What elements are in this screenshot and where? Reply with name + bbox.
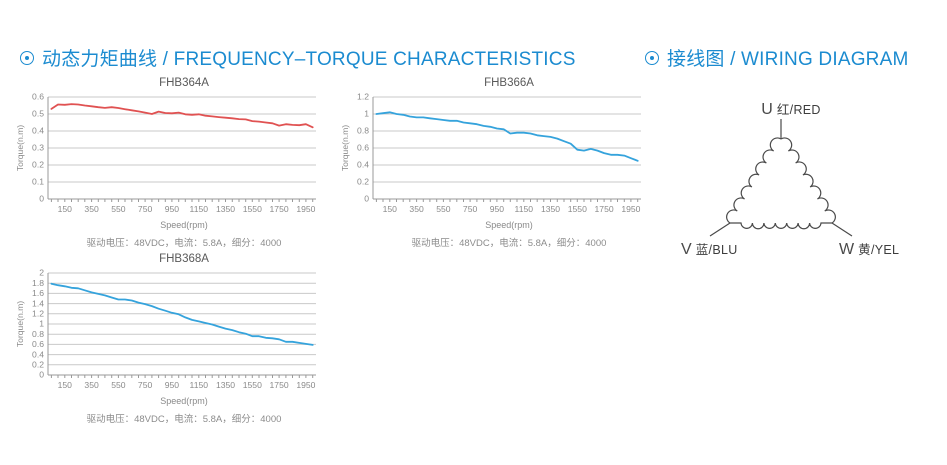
svg-text:1.4: 1.4 xyxy=(32,298,44,308)
svg-text:1950: 1950 xyxy=(621,204,640,214)
svg-text:1550: 1550 xyxy=(568,204,587,214)
x-axis-label: Speed(rpm) xyxy=(160,396,208,406)
drive-condition-caption: 驱动电压：48VDC，电流：5.8A，细分：4000 xyxy=(86,414,282,425)
svg-text:1150: 1150 xyxy=(515,204,534,214)
svg-text:1550: 1550 xyxy=(243,204,262,214)
svg-text:0.2: 0.2 xyxy=(357,177,369,187)
chart-fhb366a: FHB366A 0 0.2 0.4 0.6 0.8 1 1.2 150 350 550 750 950… xyxy=(339,76,645,249)
svg-text:0.6: 0.6 xyxy=(32,339,44,349)
svg-text:1550: 1550 xyxy=(243,380,262,390)
x-axis-label: Speed(rpm) xyxy=(485,220,533,230)
svg-text:0: 0 xyxy=(364,194,369,204)
frequency-torque-plot-fhb366a: 0 0.2 0.4 0.6 0.8 1 1.2 150 350 550 750 950 1150 1350… xyxy=(340,92,641,214)
svg-text:1150: 1150 xyxy=(190,204,209,214)
svg-text:0.4: 0.4 xyxy=(357,160,369,170)
section-bullet-icon xyxy=(645,50,659,65)
drive-condition-caption: 驱动电压：48VDC，电流：5.8A，细分：4000 xyxy=(86,238,282,249)
svg-text:1.6: 1.6 xyxy=(32,288,44,298)
terminal-label-v: V 蓝/BLU xyxy=(681,241,738,258)
svg-text:1750: 1750 xyxy=(270,204,289,214)
svg-text:0.5: 0.5 xyxy=(32,109,44,119)
svg-text:0.2: 0.2 xyxy=(32,160,44,170)
svg-text:0.8: 0.8 xyxy=(357,126,369,136)
svg-text:0.1: 0.1 xyxy=(32,177,44,187)
svg-text:1: 1 xyxy=(364,109,369,119)
chart-fhb364a: FHB364A 0 0.1 0.2 0.3 0.4 0.5 0.6 150 350 550 750 9… xyxy=(14,76,320,249)
svg-text:1950: 1950 xyxy=(296,204,315,214)
svg-text:1350: 1350 xyxy=(216,204,235,214)
svg-text:0.2: 0.2 xyxy=(32,360,44,370)
svg-text:0.3: 0.3 xyxy=(32,143,44,153)
svg-text:1950: 1950 xyxy=(296,380,315,390)
svg-text:0.4: 0.4 xyxy=(32,349,44,359)
delta-winding-diagram xyxy=(709,119,853,237)
svg-text:550: 550 xyxy=(111,204,126,214)
chart-fhb368a: FHB368A 0 0.2 0.4 0.6 0.8 1 1.2 1.4 1.6 1.8 2 150 35… xyxy=(14,252,320,425)
section-header-wiring: 接线图 / WIRING DIAGRAM xyxy=(645,44,909,71)
svg-text:150: 150 xyxy=(58,380,73,390)
bullet-dot xyxy=(25,55,29,60)
svg-text:550: 550 xyxy=(436,204,451,214)
svg-text:550: 550 xyxy=(111,380,126,390)
svg-text:950: 950 xyxy=(165,204,180,214)
terminal-label-w: W 黄/YEL xyxy=(839,241,900,258)
bullet-dot xyxy=(650,55,654,60)
svg-text:Torque(n.m): Torque(n.m) xyxy=(15,301,25,347)
svg-text:0: 0 xyxy=(39,194,44,204)
x-axis-label: Speed(rpm) xyxy=(160,220,208,230)
frequency-torque-plot-fhb364a: 0 0.1 0.2 0.3 0.4 0.5 0.6 150 350 550 750 950 1150 13… xyxy=(15,92,316,214)
svg-text:1350: 1350 xyxy=(216,380,235,390)
chart-title: FHB364A xyxy=(159,77,209,89)
svg-text:150: 150 xyxy=(383,204,398,214)
svg-text:750: 750 xyxy=(138,204,153,214)
section-header-torque: 动态力矩曲线 / FREQUENCY–TORQUE CHARACTERISTIC… xyxy=(20,44,576,71)
svg-text:1150: 1150 xyxy=(190,380,209,390)
svg-text:0.4: 0.4 xyxy=(32,126,44,136)
svg-text:950: 950 xyxy=(165,380,180,390)
svg-text:750: 750 xyxy=(138,380,153,390)
svg-text:350: 350 xyxy=(84,204,99,214)
svg-text:1.2: 1.2 xyxy=(357,92,369,102)
svg-text:2: 2 xyxy=(39,268,44,278)
svg-text:950: 950 xyxy=(490,204,505,214)
svg-text:150: 150 xyxy=(58,204,73,214)
svg-text:750: 750 xyxy=(463,204,478,214)
svg-text:350: 350 xyxy=(409,204,424,214)
svg-text:1: 1 xyxy=(39,319,44,329)
section-title-torque: 动态力矩曲线 / FREQUENCY–TORQUE CHARACTERISTIC… xyxy=(42,49,576,70)
svg-text:1.2: 1.2 xyxy=(32,309,44,319)
frequency-torque-plot-fhb368a: 00.20.40.60.811.21.41.61.82 150 350 550 750 9… xyxy=(15,268,316,390)
section-bullet-icon xyxy=(20,50,34,65)
chart-title: FHB366A xyxy=(484,77,534,89)
terminal-label-u: U 红/RED xyxy=(761,101,821,118)
svg-text:0.6: 0.6 xyxy=(32,92,44,102)
svg-text:1750: 1750 xyxy=(270,380,289,390)
svg-text:0.8: 0.8 xyxy=(32,329,44,339)
section-title-wiring: 接线图 / WIRING DIAGRAM xyxy=(667,49,909,70)
svg-text:350: 350 xyxy=(84,380,99,390)
svg-text:1.8: 1.8 xyxy=(32,278,44,288)
svg-text:1750: 1750 xyxy=(595,204,614,214)
chart-title: FHB368A xyxy=(159,253,209,265)
svg-text:Torque(n.m): Torque(n.m) xyxy=(340,125,350,171)
drive-condition-caption: 驱动电压：48VDC，电流：5.8A，细分：4000 xyxy=(411,238,607,249)
svg-text:0: 0 xyxy=(39,370,44,380)
svg-text:Torque(n.m): Torque(n.m) xyxy=(15,125,25,171)
svg-text:0.6: 0.6 xyxy=(357,143,369,153)
svg-text:1350: 1350 xyxy=(541,204,560,214)
